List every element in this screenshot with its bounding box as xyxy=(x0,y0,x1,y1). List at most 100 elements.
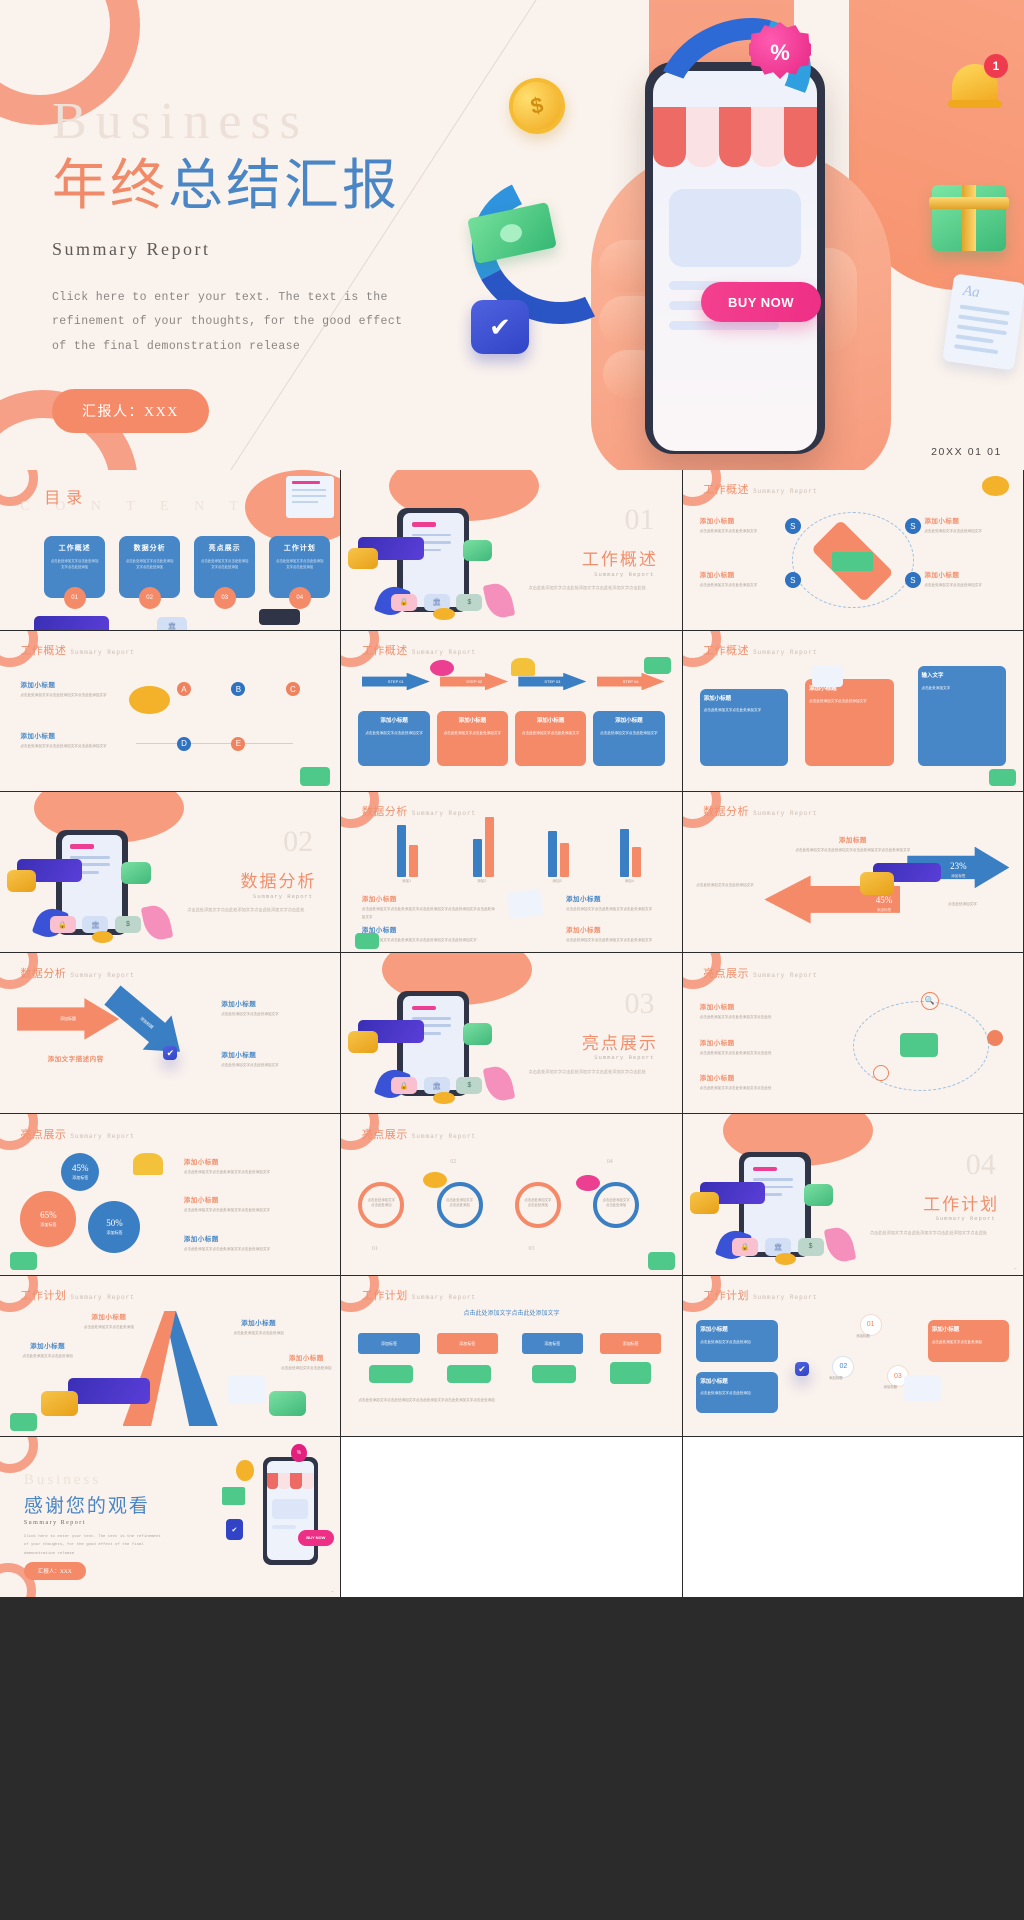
phone-screen xyxy=(653,71,817,451)
section-title: 亮点展示 xyxy=(581,1033,658,1053)
slide-thumb-overview-1[interactable]: 工作概述 Summary Report 添加小标题 点击此处添加文字点击此处添加文… xyxy=(682,470,1024,632)
block-title: 添加小标题 xyxy=(703,695,732,702)
sleeve-orange xyxy=(348,547,378,570)
center-label: 添加文字描述内容 xyxy=(47,1055,104,1063)
slide-thumb-plan-2[interactable]: 工作计划 Summary Report 点击此处添加文字点击此处添加文字 添加标签… xyxy=(341,1275,683,1437)
slide-thumb-plan-3[interactable]: 工作计划 Summary Report 添加小标题 点击此处添加文字点击此处添加 … xyxy=(682,1275,1024,1437)
slide-thumb-chart[interactable]: 数据分析 Summary Report 添加1 添加2 添加3 添加4 xyxy=(341,792,683,954)
plan-card[interactable]: 添加标签 xyxy=(599,1333,662,1354)
section-subtitle: Summary Report xyxy=(594,570,655,578)
coin-icon xyxy=(423,1172,447,1189)
note-body: 点击此处添加文字点击此处添加文字点击此处添加文字点击此处添加文字 xyxy=(361,937,477,942)
slide-thumb-highlight-2[interactable]: 亮点展示 Summary Report 45% 添加标签 65% 添加标签 50%… xyxy=(0,1114,342,1276)
screen-line xyxy=(70,855,111,859)
percent-badge-icon: % xyxy=(291,1443,307,1463)
overview-row: 添加小标题 点击此处添加文字点击此处添加文字点击此处添加文字 xyxy=(20,679,122,700)
note-body: 点击此处添加文字点击此处添加 xyxy=(22,1353,73,1358)
buy-now-button[interactable]: BUY NOW xyxy=(701,282,821,322)
stat-label: 添加标签 xyxy=(72,1174,89,1180)
slide-thumb-overview-3[interactable]: 工作概述 Summary Report STEP 01 STEP 02 STEP … xyxy=(341,631,683,793)
slide-thumb-empty xyxy=(341,1436,683,1598)
leaf-pink-icon xyxy=(823,1224,857,1265)
pct-value: 23% xyxy=(950,860,967,871)
sleeve-orange xyxy=(689,1192,720,1214)
note-body: 点击此处添加文字点击此处添加文字点击此处添加文字 xyxy=(183,1170,271,1175)
bullet-icon-outline xyxy=(873,1065,890,1082)
ring-number: 01 xyxy=(371,1246,378,1253)
note-body: 点击此处添加文字点击此处添加文字点击此处添加文字 xyxy=(183,1246,271,1251)
slide-thumb-pct-arrows-2[interactable]: 数据分析 Summary Report 添加标题 添加标题 添加文字描述内容 添加… xyxy=(0,953,342,1115)
sleeve-green xyxy=(121,862,151,884)
presenter-button[interactable]: 汇报人：XXX xyxy=(52,388,209,433)
section-subtitle: Summary Report xyxy=(935,1215,996,1223)
section-number: 04 xyxy=(965,1147,996,1181)
stat-label: 添加标签 xyxy=(40,1222,57,1228)
slide-thumb-plan-1[interactable]: 工作计划 Summary Report 添加小标题 点击此处添加文字点击此处添加 … xyxy=(0,1275,342,1437)
slide-title-cn: 亮点展示 xyxy=(361,1128,408,1141)
step-number: 03 xyxy=(893,1372,902,1380)
contents-card[interactable]: 工作计划 点击此处添加文字点击此处添加文字点击此处添加 04 xyxy=(269,535,331,609)
slide-title-en: Summary Report xyxy=(70,1132,135,1140)
note-body: 点击此处添加文字点击此处添加文字 xyxy=(696,882,754,887)
buy-now-button[interactable]: BUY NOW xyxy=(298,1529,334,1546)
percent-badge-icon xyxy=(429,659,454,676)
item-body: 点击此处添加文字点击此处添加文字 xyxy=(699,528,758,533)
slide-thumb-highlight-1[interactable]: 亮点展示 Summary Report 添加小标题 点击此处添加文字点击此处添加文… xyxy=(682,953,1024,1115)
banknote-icon xyxy=(832,551,874,571)
document-icon: Aa xyxy=(942,273,1024,371)
slide-thumb-contents[interactable]: C O N T E N T S 目录 工作概述 点击此处添加文字点击此处添加文字… xyxy=(0,470,342,632)
slide-thumb-section-02[interactable]: 🔒 🏛 $ 02 数据分析 Summary Report 点击此处添加文字点击此… xyxy=(0,792,342,954)
note-label: 添加小标题 xyxy=(288,1355,324,1363)
plan-card[interactable]: 添加标签 xyxy=(436,1333,498,1354)
screen-line xyxy=(752,1177,793,1181)
bar-series-2 xyxy=(559,843,569,878)
note-body: 点击此处添加文字点击此处添加文字点击此处添加文字 xyxy=(183,1208,271,1213)
slide-thumb-section-03[interactable]: 🔒 🏛 $ 03 亮点展示 Summary Report 点击此处添加文字点击此… xyxy=(341,953,683,1115)
gift-icon xyxy=(299,767,331,787)
bubble-body: 点击此处添加文字点击此处添加文字 xyxy=(365,730,423,735)
sleeve-green xyxy=(462,539,493,562)
slide-title: 工作计划 Summary Report xyxy=(20,1287,134,1303)
slide-title-en: Summary Report xyxy=(411,810,477,818)
document-aa-label: Aa xyxy=(962,282,981,302)
slide-thumb-section-01[interactable]: 🔒 🏛 $ 01 工作概述 Summary Report 点击此处添加文字点击此… xyxy=(341,470,683,632)
slide-thumb-thanks[interactable]: Business 感谢您的观看 Summary Report Click her… xyxy=(0,1436,342,1598)
bar-series-2 xyxy=(484,817,494,878)
slide-title: 数据分析 Summary Report xyxy=(362,803,476,819)
stat-value: 65% xyxy=(40,1210,57,1221)
bullet-icon xyxy=(986,1030,1003,1047)
bank-icon: 🏛 xyxy=(156,617,188,631)
ring-shape: 点击此处添加文字点击此处添加 xyxy=(514,1181,561,1228)
step-number: 02 xyxy=(839,1363,848,1371)
screen-line xyxy=(70,863,111,867)
note-body: 点击此处添加文字点击此处添加 xyxy=(700,1339,751,1344)
slide-thumb-section-04[interactable]: 🔒 🏛 $ 04 工作计划 Summary Report 点击此处添加文字点击此… xyxy=(682,1114,1024,1276)
document-icon xyxy=(228,1374,266,1404)
banknote-icon xyxy=(222,1486,246,1506)
ring-body: 点击此处添加文字点击此处添加 xyxy=(367,1198,395,1208)
slide-thumb-highlight-3[interactable]: 亮点展示 Summary Report 点击此处添加文字点击此处添加 点击此处添加… xyxy=(341,1114,683,1276)
leaf-pink-icon xyxy=(482,1063,516,1104)
highlight-item: 添加小标题 点击此处添加文字点击此处添加文字点击此处 xyxy=(700,1001,809,1022)
contents-card[interactable]: 工作概述 点击此处添加文字点击此处添加文字点击此处添加 01 xyxy=(44,535,105,609)
thanks-presenter-button[interactable]: 汇报人：XXX xyxy=(23,1561,86,1580)
section-title: 工作概述 xyxy=(581,550,658,570)
slide-thumb-overview-4[interactable]: 工作概述 Summary Report 添加小标题 点击此处添加文字点击此处添加文… xyxy=(682,631,1024,793)
gift-icon xyxy=(10,1252,38,1270)
phone-screen xyxy=(403,996,464,1091)
plan-card[interactable]: 添加标签 xyxy=(358,1333,420,1354)
contents-card-body: 点击此处添加文字点击此处添加文字点击此处添加 xyxy=(275,558,324,570)
ring-number: 04 xyxy=(606,1159,613,1166)
plan-card[interactable]: 添加标签 xyxy=(521,1333,583,1354)
check-icon: ✔ xyxy=(794,1362,809,1376)
bank-icon: 🏛 xyxy=(423,1076,450,1095)
slide-thumb-overview-2[interactable]: 工作概述 Summary Report 添加小标题 点击此处添加文字点击此处添加文… xyxy=(0,631,342,793)
slide-thumb-pct-arrows[interactable]: 数据分析 Summary Report 添加标题 点击此处添加文字点击此处添加文字… xyxy=(682,792,1024,954)
contents-card[interactable]: 数据分析 点击此处添加文字点击此处添加文字点击此处添加 02 xyxy=(119,535,181,609)
thanks-illustration: BUY NOW ✔ % xyxy=(222,1443,334,1580)
contents-card[interactable]: 亮点展示 点击此处添加文字点击此处添加文字点击此处添加 03 xyxy=(194,535,256,609)
sleeve-orange xyxy=(7,870,37,892)
step-label: 添加标题 xyxy=(856,1334,870,1339)
page-title: 年终总结汇报 xyxy=(52,154,482,217)
slide-title-cn: 数据分析 xyxy=(361,806,408,819)
